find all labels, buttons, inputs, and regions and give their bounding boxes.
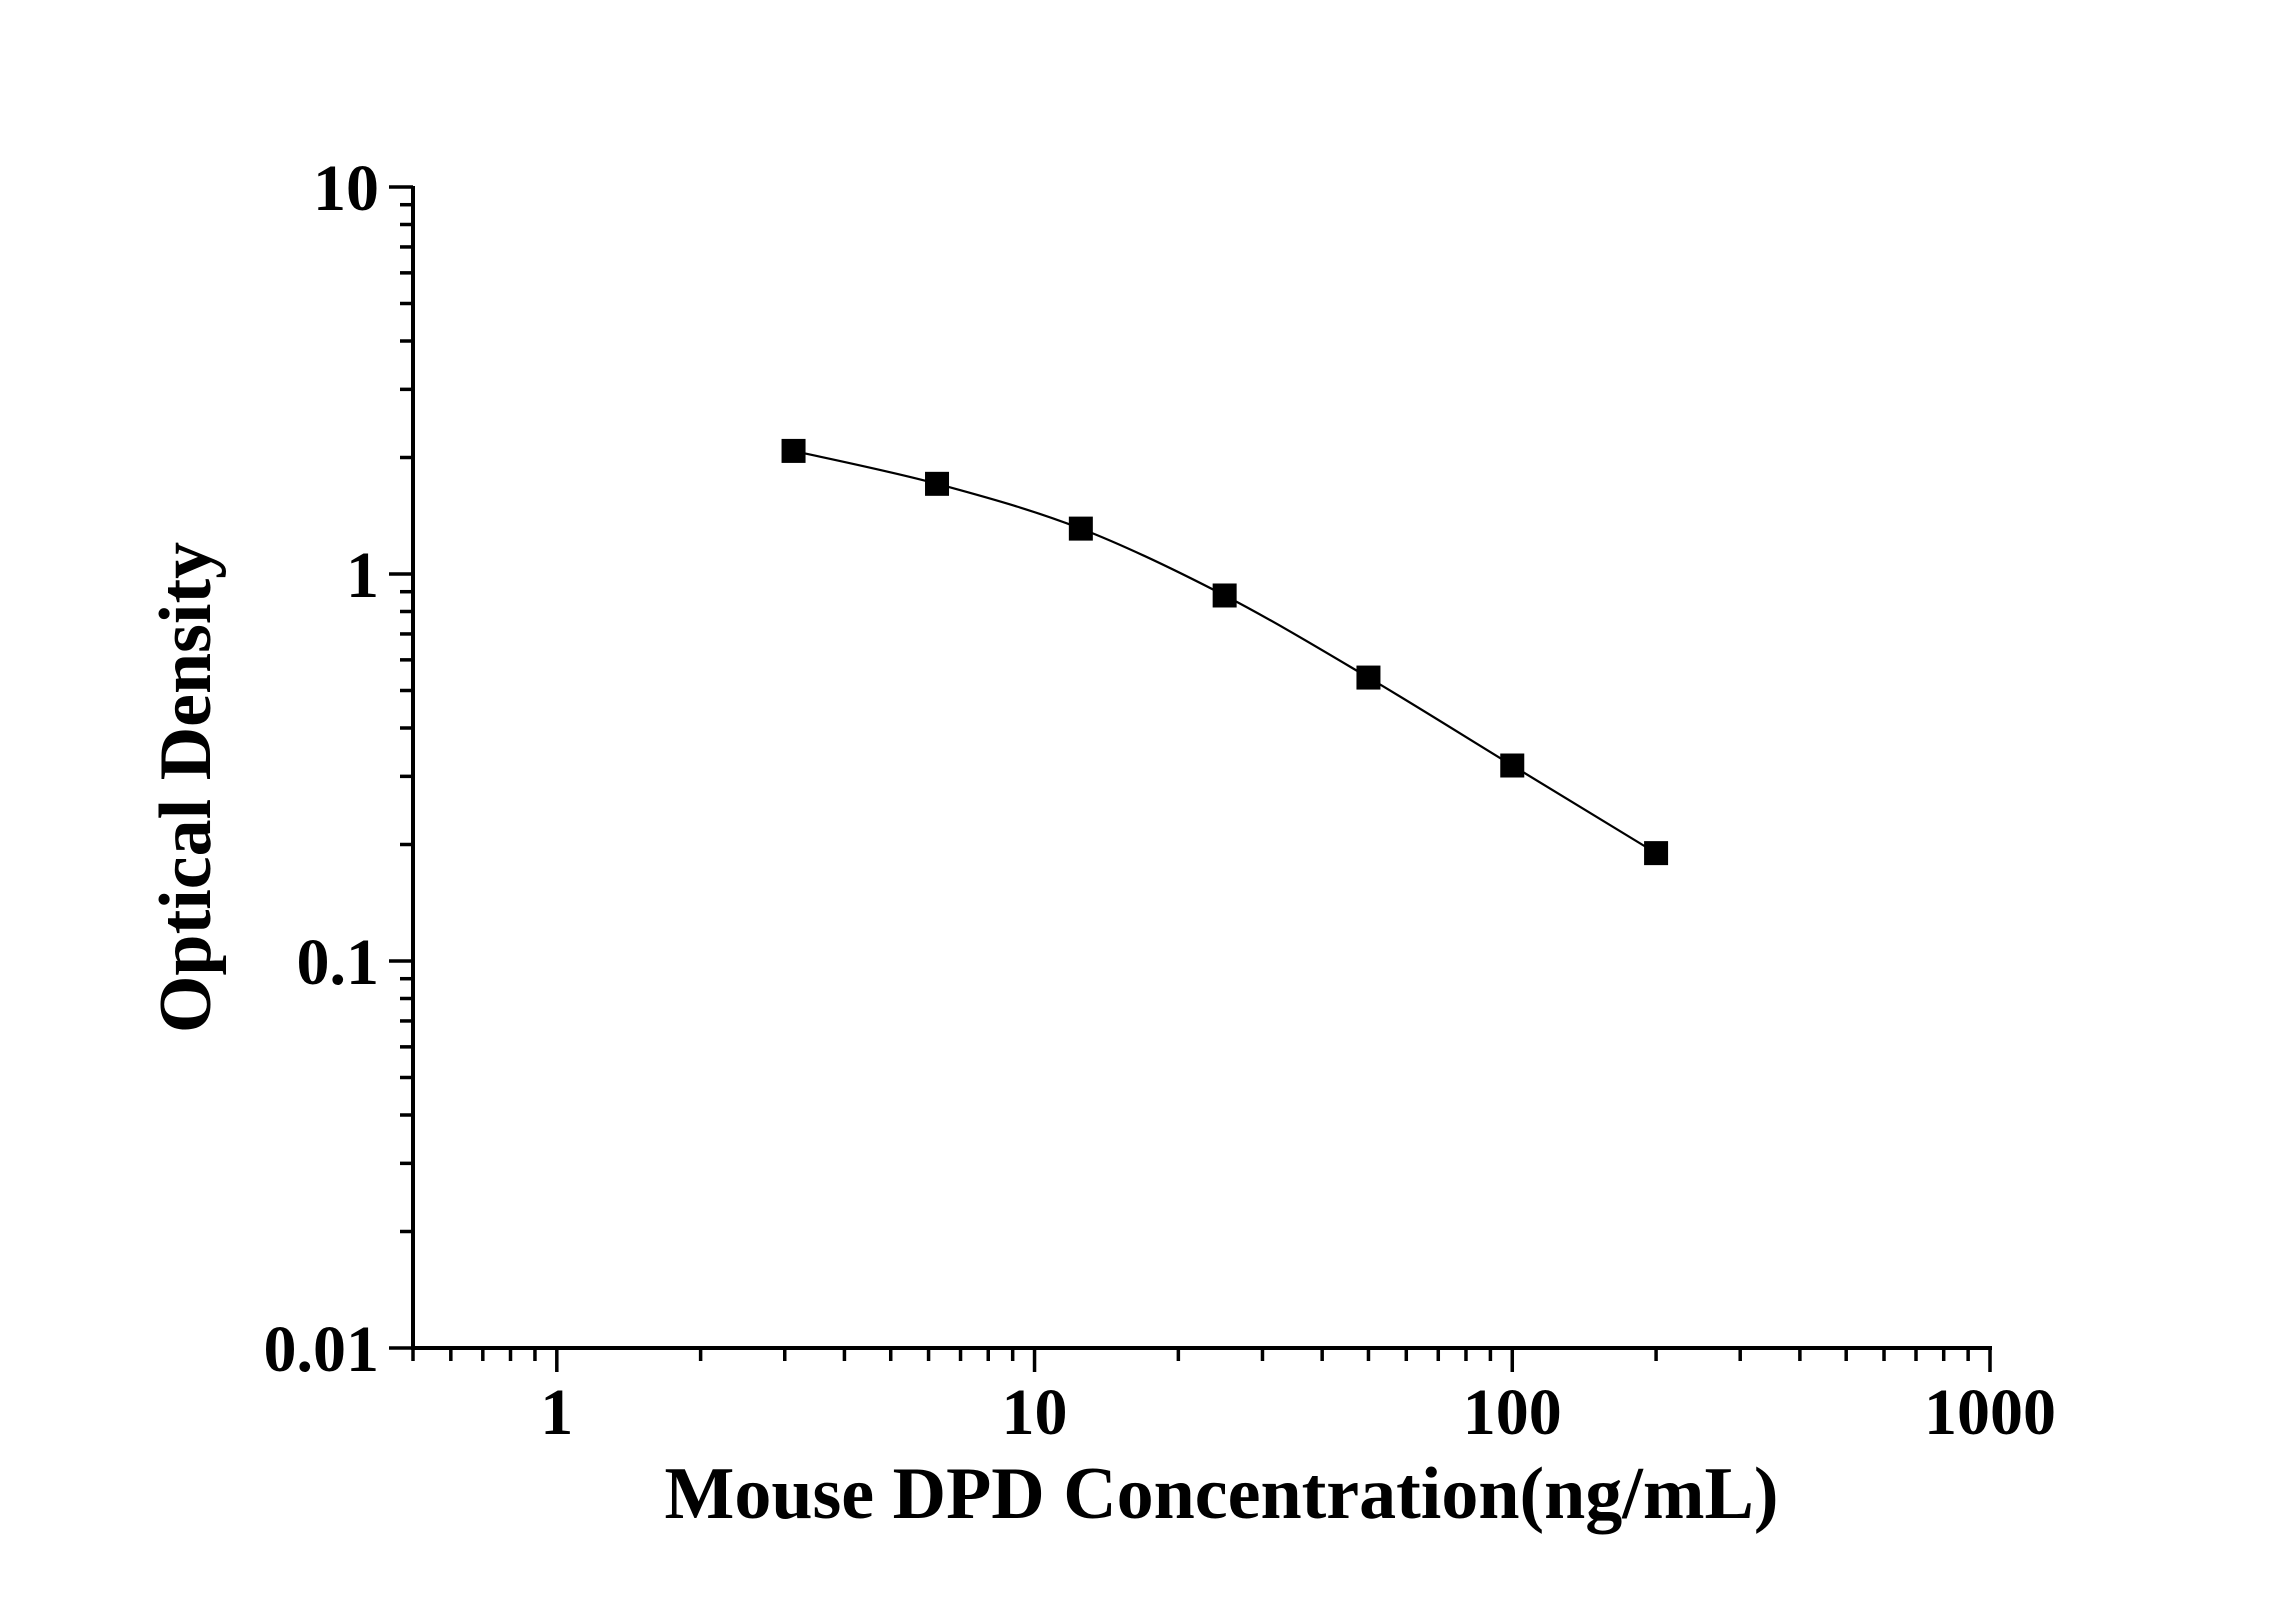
tick-labels: 1 10 100 1000 0.01 0.1 1 10 <box>264 152 2057 1449</box>
fit-curve <box>793 449 1657 855</box>
x-tick-label: 1 <box>540 1376 573 1449</box>
x-tick-label: 1000 <box>1924 1376 2056 1449</box>
data-point <box>1212 583 1237 608</box>
data-point <box>925 471 950 496</box>
x-tick-label: 100 <box>1463 1376 1562 1449</box>
axes <box>411 186 1992 1350</box>
x-tick-label: 10 <box>1002 1376 1068 1449</box>
y-tick-label: 10 <box>313 152 379 225</box>
y-tick-label: 0.1 <box>297 926 380 999</box>
y-tick-label: 1 <box>346 539 379 612</box>
y-tick-label: 0.01 <box>264 1313 380 1386</box>
data-point <box>1068 516 1093 541</box>
ticks <box>389 185 1992 1372</box>
y-axis-title: Optical Density <box>145 542 227 1033</box>
data-points <box>781 438 1669 866</box>
data-point <box>1500 753 1525 778</box>
x-axis-title: Mouse DPD Concentration(ng/mL) <box>664 1453 1778 1535</box>
data-point <box>1356 665 1381 690</box>
data-point <box>1644 841 1669 866</box>
data-point <box>781 438 806 463</box>
